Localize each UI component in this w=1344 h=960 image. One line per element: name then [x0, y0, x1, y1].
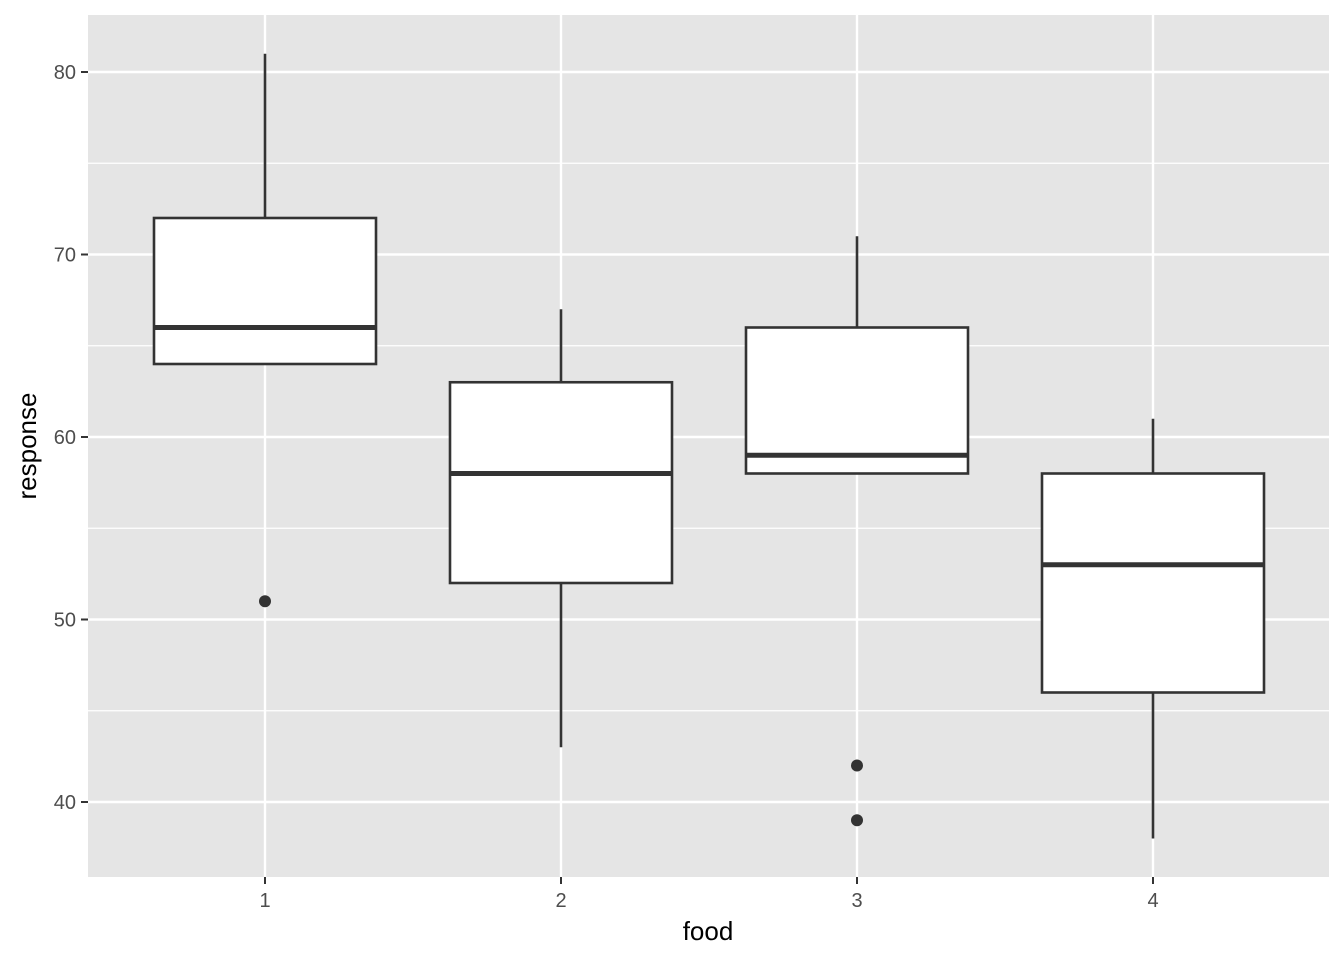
- box-group-2: [448, 309, 674, 748]
- x-tick-label: 2: [555, 890, 566, 912]
- box: [1040, 472, 1266, 694]
- outlier-point: [851, 814, 863, 827]
- outlier-point: [851, 759, 863, 772]
- y-tick-label: 80: [54, 62, 76, 84]
- box-group-1: [152, 53, 378, 608]
- y-tick-label: 40: [54, 792, 76, 814]
- box-group-4: [1040, 418, 1266, 839]
- box: [744, 326, 970, 475]
- box-group-3: [744, 236, 970, 827]
- y-axis: 40 50 60 70 80: [54, 62, 88, 814]
- y-tick-label: 60: [54, 427, 76, 449]
- box: [152, 216, 378, 366]
- box: [448, 380, 674, 585]
- x-tick-label: 3: [851, 890, 862, 912]
- box-series: [152, 53, 1266, 839]
- y-tick-label: 70: [54, 245, 76, 267]
- x-axis-title: food: [683, 916, 734, 946]
- x-tick-label: 4: [1147, 890, 1158, 912]
- y-axis-title: response: [12, 393, 42, 500]
- x-tick-label: 1: [259, 890, 270, 912]
- x-axis: 1 2 3 4: [259, 877, 1159, 912]
- outlier-point: [259, 595, 271, 608]
- y-tick-label: 50: [54, 610, 76, 632]
- plot-panel: [88, 15, 1329, 877]
